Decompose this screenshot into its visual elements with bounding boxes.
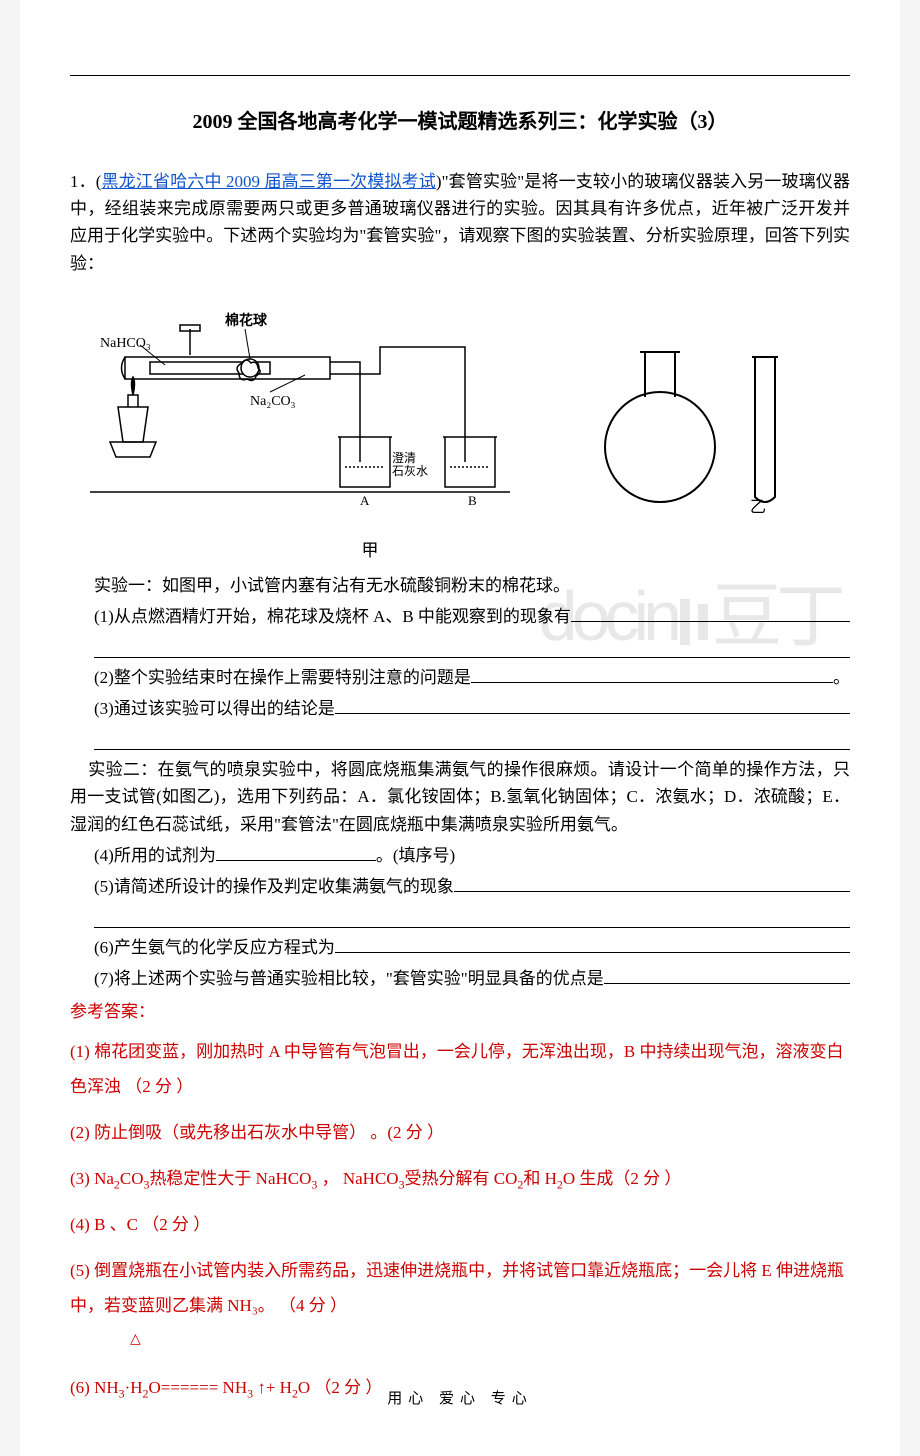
label-na2co3: Na₂CO₃ bbox=[250, 394, 296, 409]
label-a: A bbox=[360, 493, 370, 508]
q1-3-text: (3)通过该实验可以得出的结论是 bbox=[94, 695, 335, 722]
svg-text:石灰水: 石灰水 bbox=[392, 464, 428, 478]
blank-line-2 bbox=[94, 726, 850, 750]
experiment-diagram: NaHCO₃ 棉花球 Na₂CO₃ A 澄清 石灰水 B 乙 bbox=[70, 287, 850, 537]
q1-prefix: 1．( bbox=[70, 172, 101, 191]
triangle-symbol: △ bbox=[130, 1325, 141, 1354]
q1-7-text: (7)将上述两个实验与普通实验相比较，"套管实验"明显具备的优点是 bbox=[94, 965, 604, 992]
question-1-intro: 1．(黑龙江省哈六中 2009 届高三第一次模拟考试)"套管实验"是将一支较小的… bbox=[70, 168, 850, 277]
q1-6-text: (6)产生氨气的化学反应方程式为 bbox=[94, 934, 335, 961]
q1-2-end: 。 bbox=[833, 664, 850, 691]
q1-1-text: (1)从点燃酒精灯开始，棉花球及烧杯 A、B 中能观察到的现象有 bbox=[94, 603, 571, 630]
answer-3: (3) Na2CO3热稳定性大于 NaHCO3 ， NaHCO3受热分解有 CO… bbox=[70, 1161, 850, 1197]
blank-line bbox=[94, 634, 850, 658]
svg-text:澄清: 澄清 bbox=[392, 450, 416, 465]
label-nahco3: NaHCO₃ bbox=[100, 336, 151, 351]
blank-line-3 bbox=[94, 904, 850, 928]
q1-5-text: (5)请简述所设计的操作及判定收集满氨气的现象 bbox=[94, 873, 454, 900]
caption-jia: 甲 bbox=[0, 537, 850, 564]
answer-4: (4) B 、C （2 分 ） bbox=[70, 1207, 850, 1243]
exp2-intro: 实验二：在氨气的喷泉实验中，将圆底烧瓶集满氨气的操作很麻烦。请设计一个简单的操作… bbox=[70, 756, 850, 838]
q1-7: (7)将上述两个实验与普通实验相比较，"套管实验"明显具备的优点是 bbox=[94, 965, 850, 992]
source-link[interactable]: 黑龙江省哈六中 2009 届高三第一次模拟考试 bbox=[101, 172, 435, 191]
label-cotton: 棉花球 bbox=[225, 312, 268, 329]
top-rule bbox=[70, 75, 850, 76]
answer-2: (2) 防止倒吸（或先移出石灰水中导管） 。(2 分 ） bbox=[70, 1115, 850, 1151]
answer-1: (1) 棉花团变蓝，刚加热时 A 中导管有气泡冒出，一会儿停，无浑浊出现，B 中… bbox=[70, 1034, 850, 1105]
page-title: 2009 全国各地高考化学一模试题精选系列三：化学实验（3） bbox=[70, 106, 850, 138]
q1-4-text: (4)所用的试剂为 bbox=[94, 846, 216, 865]
answer-5: (5) 倒置烧瓶在小试管内装入所需药品，迅速伸进烧瓶中，并将试管口靠近烧瓶底；一… bbox=[70, 1253, 850, 1324]
answer-6: △ (6) NH3·H2O====== NH3 ↑+ H2O （2 分 ） bbox=[70, 1334, 850, 1406]
q1-2-text: (2)整个实验结束时在操作上需要特别注意的问题是 bbox=[94, 664, 471, 691]
label-b: B bbox=[468, 493, 477, 508]
q1-6: (6)产生氨气的化学反应方程式为 bbox=[94, 934, 850, 961]
answers-header: 参考答案： bbox=[70, 998, 850, 1025]
q1-1: (1)从点燃酒精灯开始，棉花球及烧杯 A、B 中能观察到的现象有 bbox=[94, 603, 850, 630]
q1-5: (5)请简述所设计的操作及判定收集满氨气的现象 bbox=[94, 873, 850, 900]
q1-4-end: 。(填序号) bbox=[376, 846, 455, 865]
q1-4: (4)所用的试剂为 。(填序号) bbox=[94, 842, 850, 869]
exp1-intro: 实验一：如图甲，小试管内塞有沾有无水硫酸铜粉末的棉花球。 bbox=[94, 572, 850, 599]
label-yi: 乙 bbox=[750, 499, 766, 516]
q1-3: (3)通过该实验可以得出的结论是 bbox=[94, 695, 850, 722]
q1-2: (2)整个实验结束时在操作上需要特别注意的问题是 。 bbox=[94, 664, 850, 691]
